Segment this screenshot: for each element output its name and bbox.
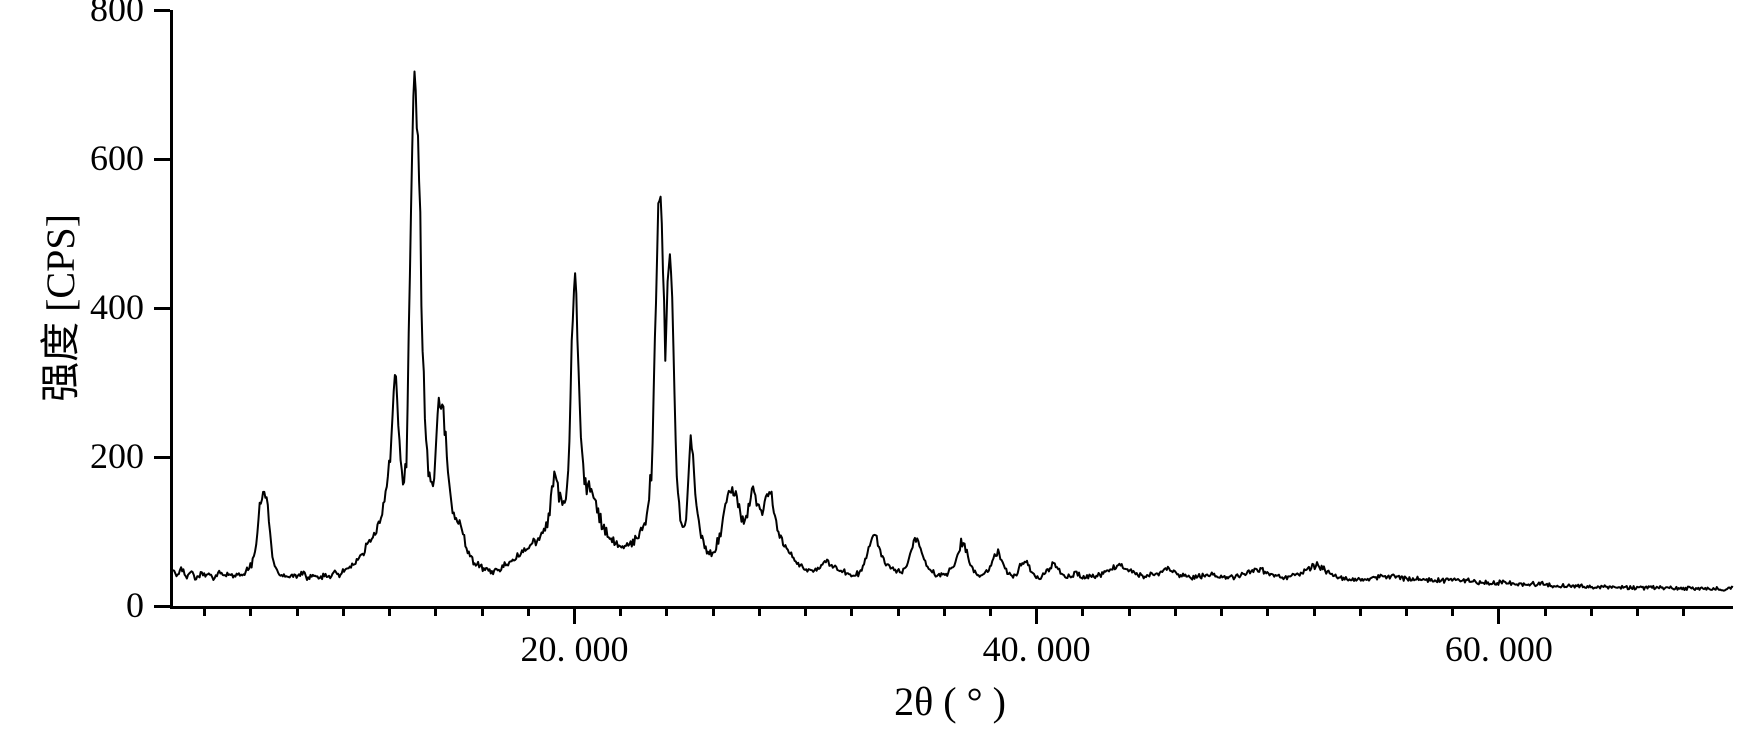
x-tick-minor: [1081, 606, 1084, 616]
y-tick: [154, 605, 170, 608]
x-tick-minor: [249, 606, 252, 616]
x-tick-minor: [712, 606, 715, 616]
x-tick-minor: [1405, 606, 1408, 616]
x-tick-minor: [804, 606, 807, 616]
y-tick-label: 600: [54, 137, 144, 179]
x-tick-minor: [1174, 606, 1177, 616]
x-tick-major: [1497, 606, 1500, 624]
x-tick-minor: [758, 606, 761, 616]
y-tick-label: 800: [54, 0, 144, 30]
x-tick-minor: [203, 606, 206, 616]
x-tick-minor: [850, 606, 853, 616]
x-tick-label: 60. 000: [1399, 628, 1599, 670]
x-tick-minor: [1220, 606, 1223, 616]
x-tick-minor: [342, 606, 345, 616]
x-tick-minor: [1682, 606, 1685, 616]
x-tick-minor: [989, 606, 992, 616]
x-tick-minor: [1266, 606, 1269, 616]
x-tick-minor: [897, 606, 900, 616]
plot-area: [170, 10, 1733, 609]
y-tick: [154, 456, 170, 459]
x-tick-minor: [1313, 606, 1316, 616]
x-tick-minor: [1128, 606, 1131, 616]
x-tick-minor: [1451, 606, 1454, 616]
x-tick-major: [573, 606, 576, 624]
xrd-chart: 强度 [CPS] 2θ ( ° ) 020040060080020. 00040…: [0, 0, 1750, 741]
y-tick-label: 400: [54, 286, 144, 328]
x-tick-minor: [434, 606, 437, 616]
y-tick: [154, 307, 170, 310]
x-tick-minor: [481, 606, 484, 616]
x-tick-minor: [943, 606, 946, 616]
y-tick: [154, 158, 170, 161]
spectrum-line: [173, 10, 1733, 606]
y-tick: [154, 9, 170, 12]
x-tick-minor: [527, 606, 530, 616]
x-tick-major: [1035, 606, 1038, 624]
x-tick-minor: [1636, 606, 1639, 616]
y-tick-label: 0: [54, 584, 144, 626]
x-tick-minor: [296, 606, 299, 616]
spectrum-path: [173, 72, 1733, 591]
x-tick-minor: [1359, 606, 1362, 616]
x-axis-label: 2θ ( ° ): [170, 678, 1730, 725]
x-tick-minor: [665, 606, 668, 616]
x-tick-minor: [619, 606, 622, 616]
x-tick-minor: [1544, 606, 1547, 616]
y-tick-label: 200: [54, 435, 144, 477]
x-tick-label: 40. 000: [937, 628, 1137, 670]
x-tick-minor: [388, 606, 391, 616]
x-tick-minor: [1590, 606, 1593, 616]
x-tick-label: 20. 000: [474, 628, 674, 670]
